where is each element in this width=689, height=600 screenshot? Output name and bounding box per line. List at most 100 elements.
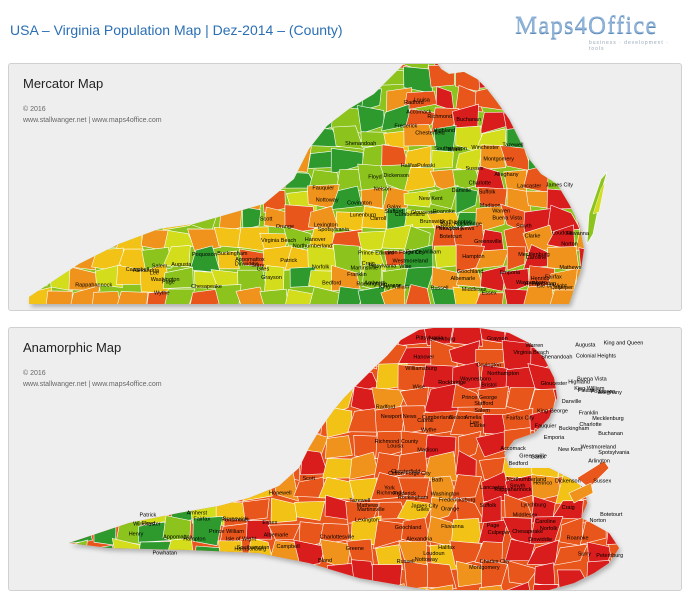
county-label: Bland — [318, 558, 332, 564]
county-label: Pulaski — [417, 163, 435, 169]
credits-links[interactable]: www.stallwanger.net | www.maps4office.co… — [23, 117, 162, 124]
county-label: Lunenburg — [429, 336, 455, 342]
county-region — [337, 65, 365, 93]
county-region — [242, 498, 270, 521]
county-region — [284, 289, 315, 304]
county-label: Buchanan — [598, 431, 623, 437]
county-region — [424, 584, 454, 590]
county-region — [296, 364, 324, 392]
county-label: Orange — [441, 506, 459, 512]
county-region — [306, 64, 338, 88]
county-label: Winchester — [133, 521, 161, 527]
county-label: York — [384, 485, 395, 491]
county-region — [246, 520, 273, 540]
county-region — [297, 567, 325, 585]
credits-links[interactable]: www.stallwanger.net | www.maps4office.co… — [23, 381, 162, 388]
county-label: Fluvanna — [441, 524, 465, 530]
county-label: Covington — [347, 200, 372, 206]
county-region — [141, 581, 166, 590]
county-label: Cumberland — [422, 415, 452, 421]
county-region — [29, 224, 49, 249]
county-region — [69, 450, 89, 482]
county-region — [189, 385, 225, 412]
county-label: Rappahannock — [494, 487, 531, 493]
county-region — [268, 365, 304, 395]
county-region — [503, 104, 531, 131]
county-region — [114, 432, 146, 459]
county-label: Arlington — [588, 459, 610, 465]
county-label: Tazewell — [349, 498, 370, 504]
county-region — [307, 205, 340, 230]
county-region — [111, 475, 142, 502]
county-region — [221, 429, 249, 456]
county-label: Giles — [416, 507, 429, 513]
county-label: Campbell — [277, 544, 300, 550]
county-region — [218, 344, 242, 373]
county-label: Patrick — [280, 258, 297, 264]
county-label: Virginia Beach — [513, 350, 548, 356]
county-region — [115, 205, 150, 233]
county-region — [118, 343, 146, 369]
county-region — [318, 476, 354, 500]
county-label: Brunswick — [223, 516, 248, 522]
county-region — [475, 349, 506, 368]
county-label: Pittsylvania — [369, 263, 398, 269]
county-label: Bath — [432, 478, 443, 484]
county-label: Sussex — [593, 479, 611, 485]
county-region — [45, 170, 76, 194]
county-label: King William — [379, 285, 410, 291]
county-region — [29, 286, 52, 304]
county-region — [115, 559, 139, 588]
county-label: Surry — [251, 263, 264, 269]
county-label: Middlesex — [462, 287, 487, 293]
county-region — [115, 582, 148, 590]
county-region — [506, 70, 526, 89]
mercator-map-panel: Frederick Loudoun Clarke Warren Winchester Fa… — [8, 63, 682, 311]
county-label: Lee — [470, 420, 479, 426]
county-region — [506, 246, 526, 271]
county-label: Waynesboro — [516, 280, 547, 286]
county-label: Montgomery — [483, 157, 514, 163]
county-region — [167, 64, 195, 71]
county-region — [477, 68, 509, 89]
county-label: Roanoke — [567, 535, 589, 541]
county-label: Buena Vista — [577, 377, 608, 383]
county-label: Halifax — [401, 163, 418, 169]
county-label: Clifton Forge City — [388, 471, 431, 477]
county-region — [45, 64, 76, 72]
county-region — [50, 227, 74, 252]
county-region — [68, 266, 101, 291]
county-label: Salem — [152, 264, 168, 270]
county-labels: Frederick Loudoun Clarke Warren Winchester Fa… — [75, 98, 590, 297]
mercator-title: Mercator Map — [23, 76, 104, 91]
county-region — [451, 474, 482, 500]
county-region — [91, 545, 118, 569]
county-label: Carroll — [417, 418, 433, 424]
county-label: Craig — [562, 505, 575, 511]
county-label: Floyd — [142, 521, 155, 527]
county-region — [218, 83, 244, 115]
county-label: James City — [546, 183, 573, 189]
county-region — [259, 288, 289, 304]
county-label: Amherst — [187, 511, 208, 517]
county-region — [29, 144, 51, 173]
county-label: Frederick — [393, 491, 416, 497]
county-region — [267, 390, 302, 417]
county-label: Shenandoah — [541, 354, 572, 360]
mercator-credits: © 2016 www.stallwanger.net | www.maps4of… — [23, 104, 162, 126]
anamorphic-title: Anamorphic Map — [23, 340, 122, 355]
county-label: Greensville — [519, 453, 547, 459]
county-region — [218, 472, 247, 502]
county-region — [381, 186, 409, 213]
county-region — [189, 64, 220, 72]
county-label: Newport News — [439, 226, 475, 232]
county-region — [326, 563, 355, 588]
county-region — [189, 124, 219, 154]
county-region — [162, 187, 196, 208]
county-region — [325, 406, 353, 438]
county-region — [91, 186, 125, 214]
county-label: Bristol — [481, 383, 496, 389]
county-region — [242, 346, 274, 367]
county-region — [68, 164, 98, 188]
county-region — [189, 328, 222, 349]
